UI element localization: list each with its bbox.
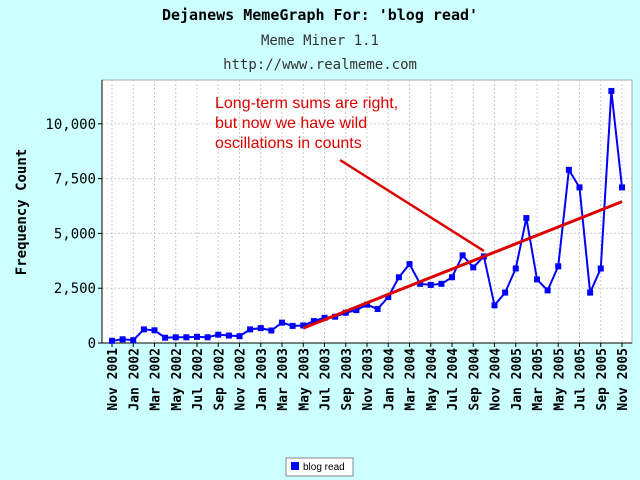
data-point (215, 331, 222, 338)
x-tick-label: Jul 2005 (574, 348, 589, 411)
data-point (619, 184, 625, 191)
x-tick-label: Jul 2002 (191, 348, 206, 411)
data-point (130, 337, 137, 344)
data-point (257, 325, 264, 332)
legend: blog read (285, 457, 354, 477)
data-point (247, 326, 254, 333)
legend-box (285, 457, 354, 477)
x-ticks: Nov 2001 Jan 2002 Mar 2002 May 2002 Jul 2002… (106, 343, 631, 411)
data-point (576, 184, 583, 191)
x-tick-label: Sep 2004 (467, 348, 482, 411)
data-point (395, 274, 402, 281)
x-tick-label: Mar 2003 (276, 348, 291, 411)
data-point (512, 265, 519, 272)
x-tick-label: Nov 2002 (234, 348, 249, 411)
y-tick-label: 5,000 (54, 226, 96, 242)
y-tick-label: 0 (88, 336, 96, 352)
data-point (225, 332, 232, 339)
x-tick-label: Nov 2003 (361, 348, 376, 411)
data-point (427, 281, 434, 288)
x-tick-label: Nov 2005 (616, 348, 631, 411)
data-point (236, 333, 243, 340)
x-tick-label: Jan 2004 (382, 348, 397, 411)
y-tick-label: 10,000 (45, 117, 96, 133)
data-point (162, 334, 169, 341)
data-point (194, 333, 200, 340)
y-tick-label: 2,500 (54, 281, 96, 297)
x-tick-label: Nov 2001 (106, 348, 121, 411)
y-axis-label: Frequency Count (14, 149, 30, 275)
data-point (544, 287, 551, 294)
data-point (109, 337, 115, 344)
data-point (491, 302, 498, 309)
data-point (417, 280, 424, 287)
source-url: http://www.realmeme.com (223, 57, 417, 73)
data-point (555, 263, 562, 270)
data-point (385, 293, 392, 300)
series-blog-read (109, 87, 625, 344)
legend-swatch (291, 462, 299, 470)
data-point (459, 252, 466, 259)
data-point (438, 280, 445, 287)
data-point (523, 215, 530, 222)
data-point (587, 289, 594, 296)
x-tick-label: Mar 2002 (149, 348, 164, 411)
x-tick-label: Sep 2002 (212, 348, 227, 411)
x-tick-label: May 2005 (552, 348, 567, 411)
data-point (151, 327, 158, 334)
annotation-line: Long-term sums are right, (215, 95, 398, 112)
chart-title: Dejanews MemeGraph For: 'blog read' (162, 6, 478, 24)
data-point (374, 306, 381, 313)
x-tick-label: Mar 2005 (531, 348, 546, 411)
data-point (204, 334, 211, 341)
y-ticks: 0 2,500 5,000 7,500 10,000 (45, 117, 102, 352)
data-point (321, 314, 328, 321)
annotation-line: oscillations in counts (215, 135, 362, 152)
trend-line (302, 200, 623, 330)
x-tick-label: Sep 2005 (595, 348, 610, 411)
data-point (597, 265, 604, 272)
x-tick-label: Jan 2002 (127, 348, 142, 411)
data-point (406, 261, 413, 268)
data-point (449, 274, 455, 281)
data-point (300, 322, 307, 329)
data-point (119, 336, 126, 343)
data-point (364, 301, 370, 308)
data-point (353, 307, 360, 314)
data-point (608, 87, 615, 94)
x-tick-label: Sep 2003 (340, 348, 355, 411)
data-point (502, 289, 509, 296)
x-tick-label: Nov 2004 (489, 348, 504, 411)
x-tick-label: Jan 2005 (510, 348, 525, 411)
data-point (470, 264, 477, 271)
data-point (140, 326, 147, 333)
data-point (289, 322, 296, 329)
x-tick-label: May 2002 (170, 348, 185, 411)
data-point (534, 276, 540, 283)
x-tick-label: Jan 2003 (255, 348, 270, 411)
trend-line-path (302, 200, 623, 330)
annotation-arrow (339, 158, 485, 253)
legend-label: blog read (303, 462, 345, 473)
annotation: Long-term sums are right, but now we have… (215, 95, 485, 253)
x-tick-label: Jul 2004 (446, 348, 461, 411)
annotation-line: but now we have wild (215, 115, 367, 132)
data-point (172, 334, 179, 341)
x-tick-label: May 2004 (425, 348, 440, 411)
data-point (565, 166, 572, 173)
x-tick-label: Jul 2003 (319, 348, 334, 411)
chart-subtitle: Meme Miner 1.1 (261, 33, 379, 49)
data-point (279, 319, 285, 326)
x-tick-label: May 2003 (297, 348, 312, 411)
data-point (310, 318, 317, 325)
data-point (268, 327, 275, 334)
data-point (183, 334, 190, 341)
x-tick-label: Mar 2004 (404, 348, 419, 411)
y-tick-label: 7,500 (54, 172, 96, 188)
